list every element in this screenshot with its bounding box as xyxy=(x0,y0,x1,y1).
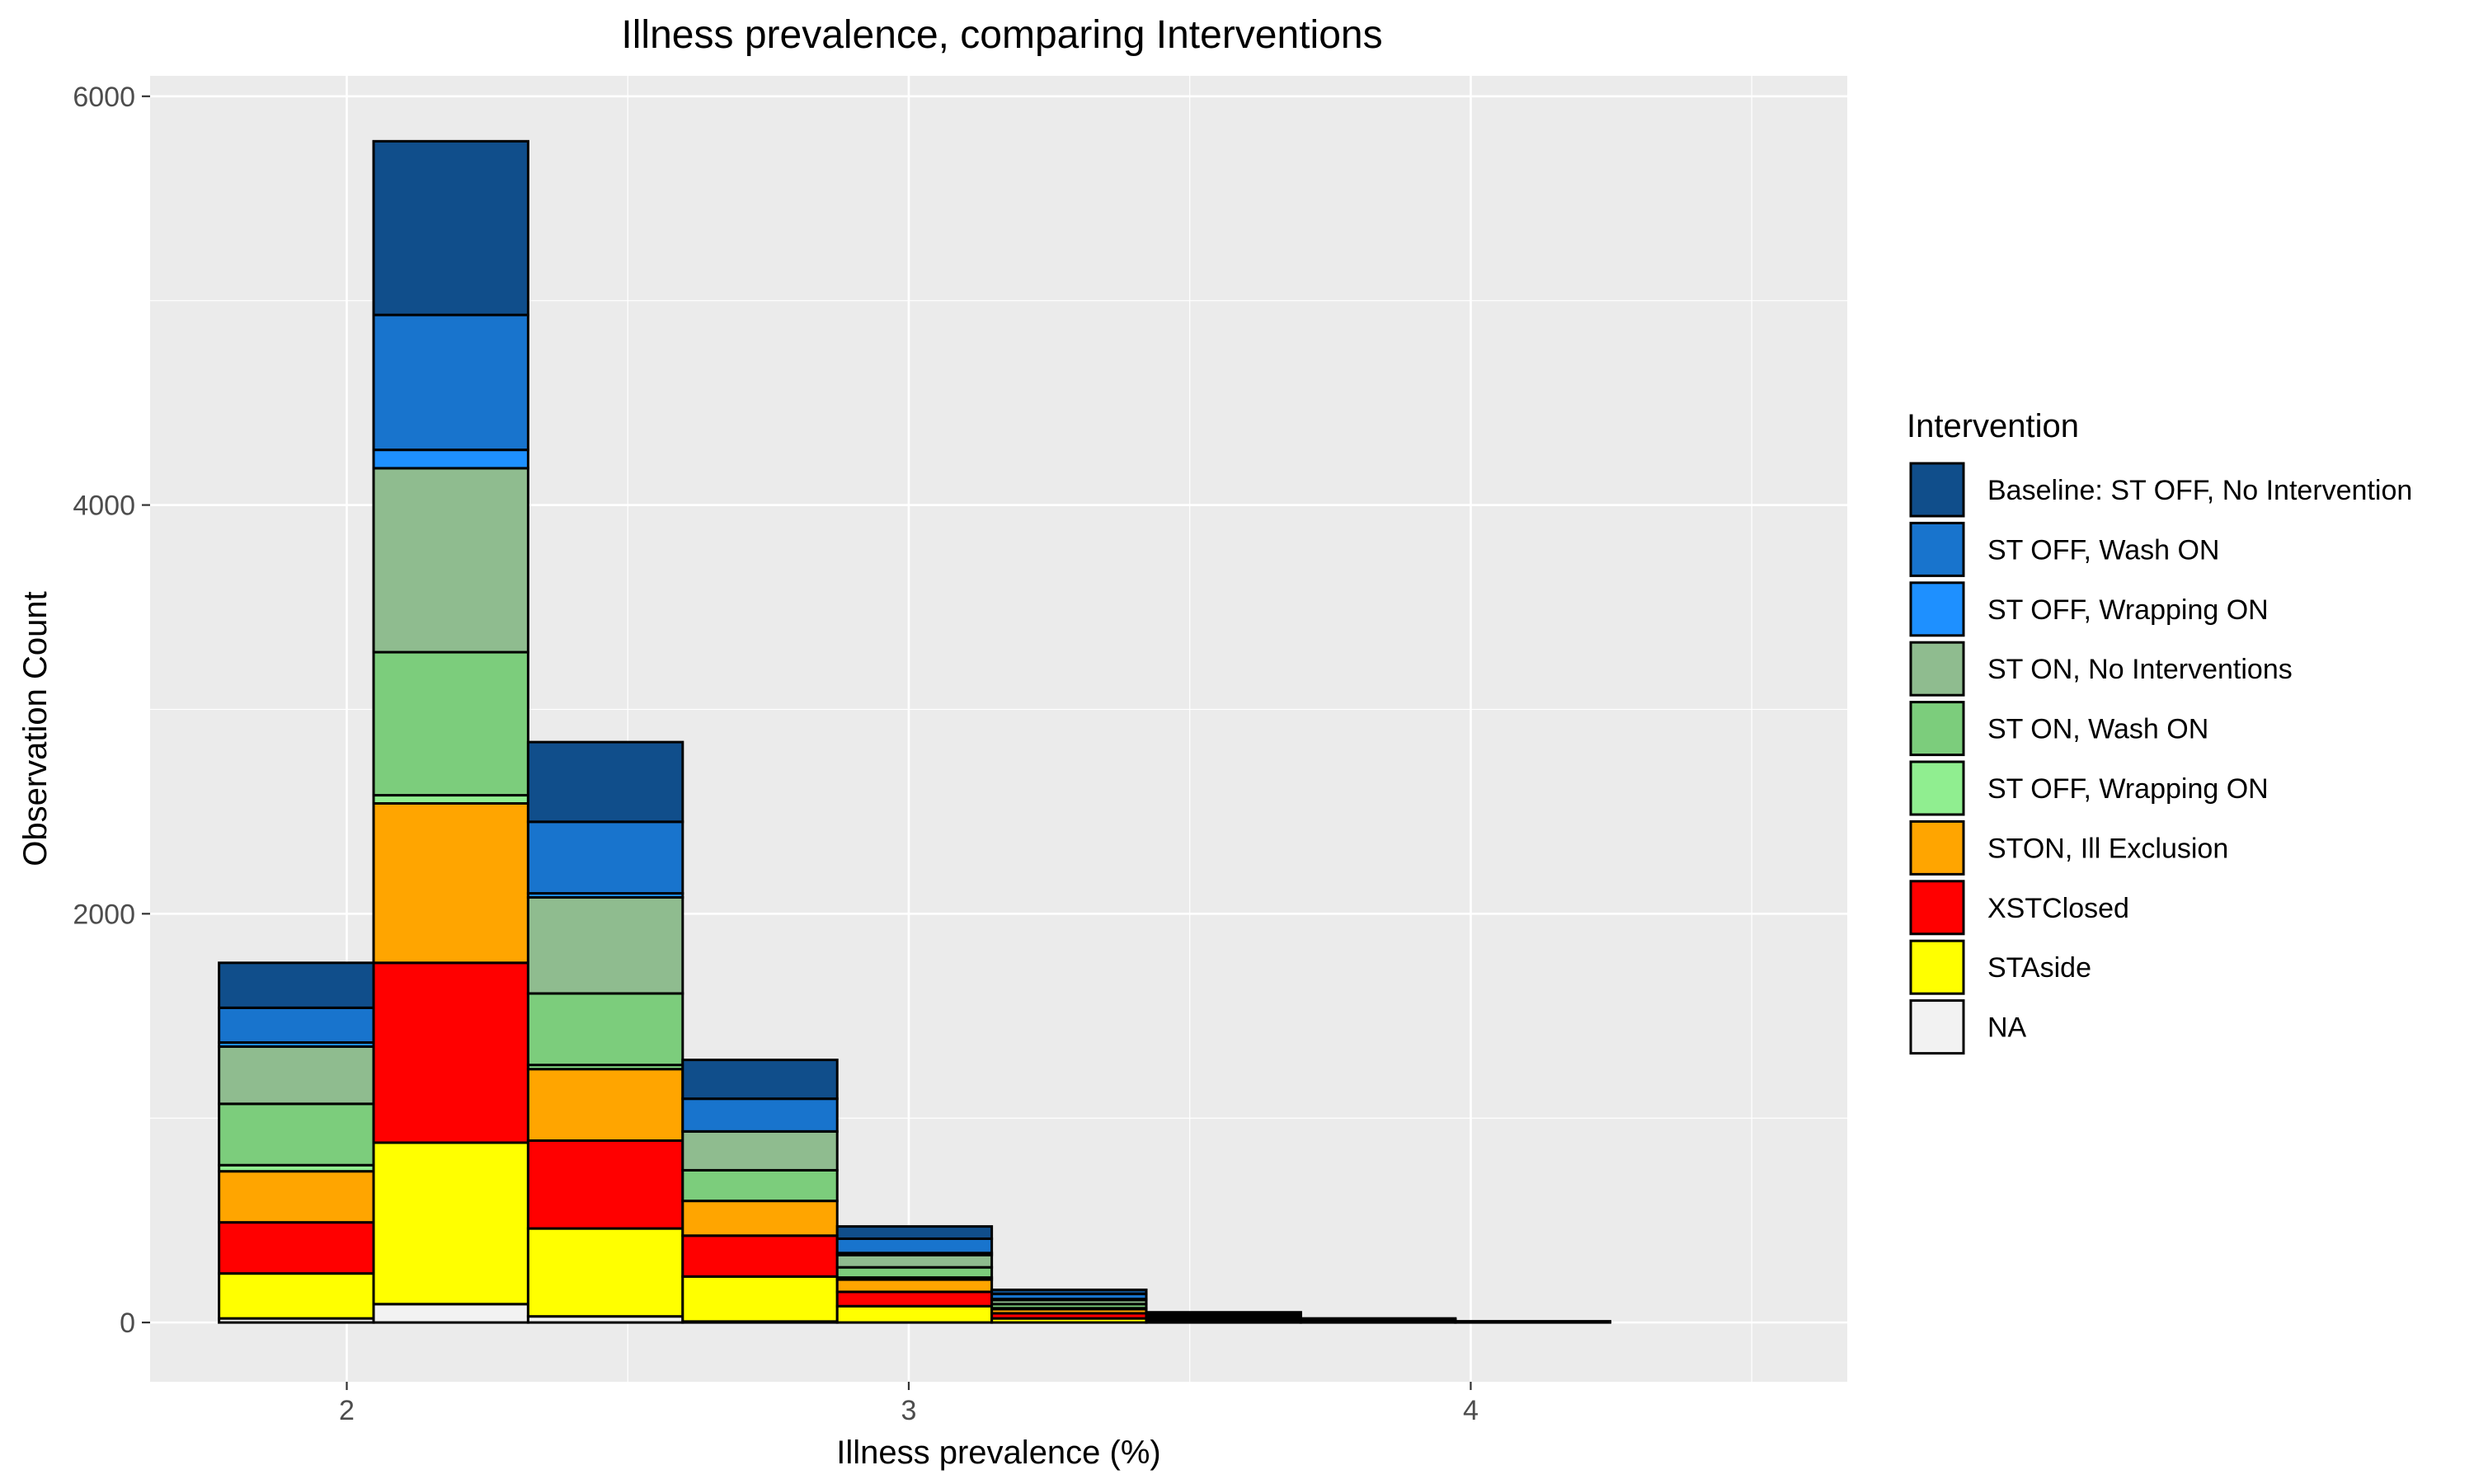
bar-segment-bin1-series6 xyxy=(218,1102,375,1167)
legend-label: ST OFF, Wrapping ON xyxy=(1987,773,2269,805)
bar-segment-bin2-series10 xyxy=(372,139,529,317)
legend-key xyxy=(1909,880,1965,936)
legend-label: STAside xyxy=(1987,952,2091,984)
legend-key xyxy=(1909,819,1965,876)
legend-label: NA xyxy=(1987,1012,2027,1044)
bar-segment-bin4-series2 xyxy=(681,1275,839,1323)
legend-label: ST OFF, Wash ON xyxy=(1987,534,2219,566)
bar-segment-bin1-series4 xyxy=(218,1170,375,1224)
y-axis-label: Observation Count xyxy=(17,591,54,866)
bar-segment-bin2-series3 xyxy=(372,961,529,1144)
chart-title: Illness prevalence, comparing Interventi… xyxy=(621,13,1382,57)
bar-segment-bin2-series8 xyxy=(372,448,529,470)
legend-key xyxy=(1909,581,1965,637)
x-axis-label: Illness prevalence (%) xyxy=(836,1435,1161,1471)
bar-segment-bin3-series3 xyxy=(526,1139,684,1230)
legend-label: ST ON, Wash ON xyxy=(1987,714,2208,745)
bar-segment-bin1-series3 xyxy=(218,1221,375,1275)
legend-label: ST OFF, Wrapping ON xyxy=(1987,594,2269,626)
bar-segment-bin5-series9 xyxy=(835,1237,994,1255)
bar-segment-bin5-series3 xyxy=(835,1290,994,1308)
y-tick-label: 4000 xyxy=(73,491,135,522)
bar-segment-bin5-series7 xyxy=(835,1253,994,1269)
legend-key xyxy=(1909,701,1965,757)
y-tick-label: 0 xyxy=(120,1308,135,1339)
stacked-bars xyxy=(218,139,1611,1324)
bar-segment-bin4-series9 xyxy=(681,1097,839,1133)
axes: 0 2000 4000 6000 2 3 4 xyxy=(73,82,1479,1426)
bar-segment-bin6-series10 xyxy=(990,1288,1148,1295)
bar-segment-bin3-series6 xyxy=(526,992,684,1067)
bar-segment-bin4-series4 xyxy=(681,1200,839,1237)
legend-key xyxy=(1909,939,1965,995)
bar-segment-bin7-series10 xyxy=(1145,1311,1302,1316)
bar-segment-bin1-series9 xyxy=(218,1006,375,1045)
bar-segment-bin4-series6 xyxy=(681,1168,839,1203)
legend-label: STON, Ill Exclusion xyxy=(1987,833,2228,864)
bar-segment-bin2-series9 xyxy=(372,313,529,452)
bar-segment-bin2-series2 xyxy=(372,1141,529,1306)
legend-key xyxy=(1909,462,1965,518)
bar-segment-bin4-series3 xyxy=(681,1234,839,1278)
bar-segment-bin1-series7 xyxy=(218,1045,375,1106)
bar-segment-bin3-series4 xyxy=(526,1068,684,1142)
y-tick-label: 2000 xyxy=(73,899,135,930)
bar-segment-bin5-series6 xyxy=(835,1266,994,1280)
bar-segment-bin3-series7 xyxy=(526,896,684,995)
legend-label: Baseline: ST OFF, No Intervention xyxy=(1987,475,2412,506)
legend: Intervention Baseline: ST OFF, No Interv… xyxy=(1907,408,2412,1055)
bar-segment-bin3-series10 xyxy=(526,740,684,824)
bar-segment-bin3-series2 xyxy=(526,1227,684,1318)
bar-segment-bin2-series1 xyxy=(372,1303,529,1324)
bar-segment-bin1-series2 xyxy=(218,1272,375,1320)
legend-key xyxy=(1909,760,1965,816)
bar-segment-bin5-series10 xyxy=(835,1225,994,1240)
legend-title: Intervention xyxy=(1907,408,2079,444)
x-tick-label: 2 xyxy=(339,1395,355,1426)
y-tick-label: 6000 xyxy=(73,82,135,113)
x-tick-label: 4 xyxy=(1463,1395,1479,1426)
bar-segment-bin2-series7 xyxy=(372,467,529,654)
bar-segment-bin1-series10 xyxy=(218,961,375,1009)
x-tick-label: 3 xyxy=(901,1395,917,1426)
legend-key xyxy=(1909,641,1965,697)
bar-segment-bin3-series9 xyxy=(526,820,684,895)
legend-key xyxy=(1909,999,1965,1055)
legend-label: ST ON, No Interventions xyxy=(1987,654,2293,685)
bar-segment-bin5-series4 xyxy=(835,1278,994,1294)
bar-segment-bin4-series7 xyxy=(681,1129,839,1172)
bar-segment-bin5-series2 xyxy=(835,1304,994,1324)
bar-segment-bin2-series6 xyxy=(372,650,529,797)
bar-segment-bin8-series10 xyxy=(1299,1317,1457,1321)
bar-segment-bin2-series4 xyxy=(372,801,529,965)
legend-key xyxy=(1909,521,1965,577)
bar-segment-bin4-series10 xyxy=(681,1059,839,1101)
legend-label: XSTClosed xyxy=(1987,893,2129,924)
